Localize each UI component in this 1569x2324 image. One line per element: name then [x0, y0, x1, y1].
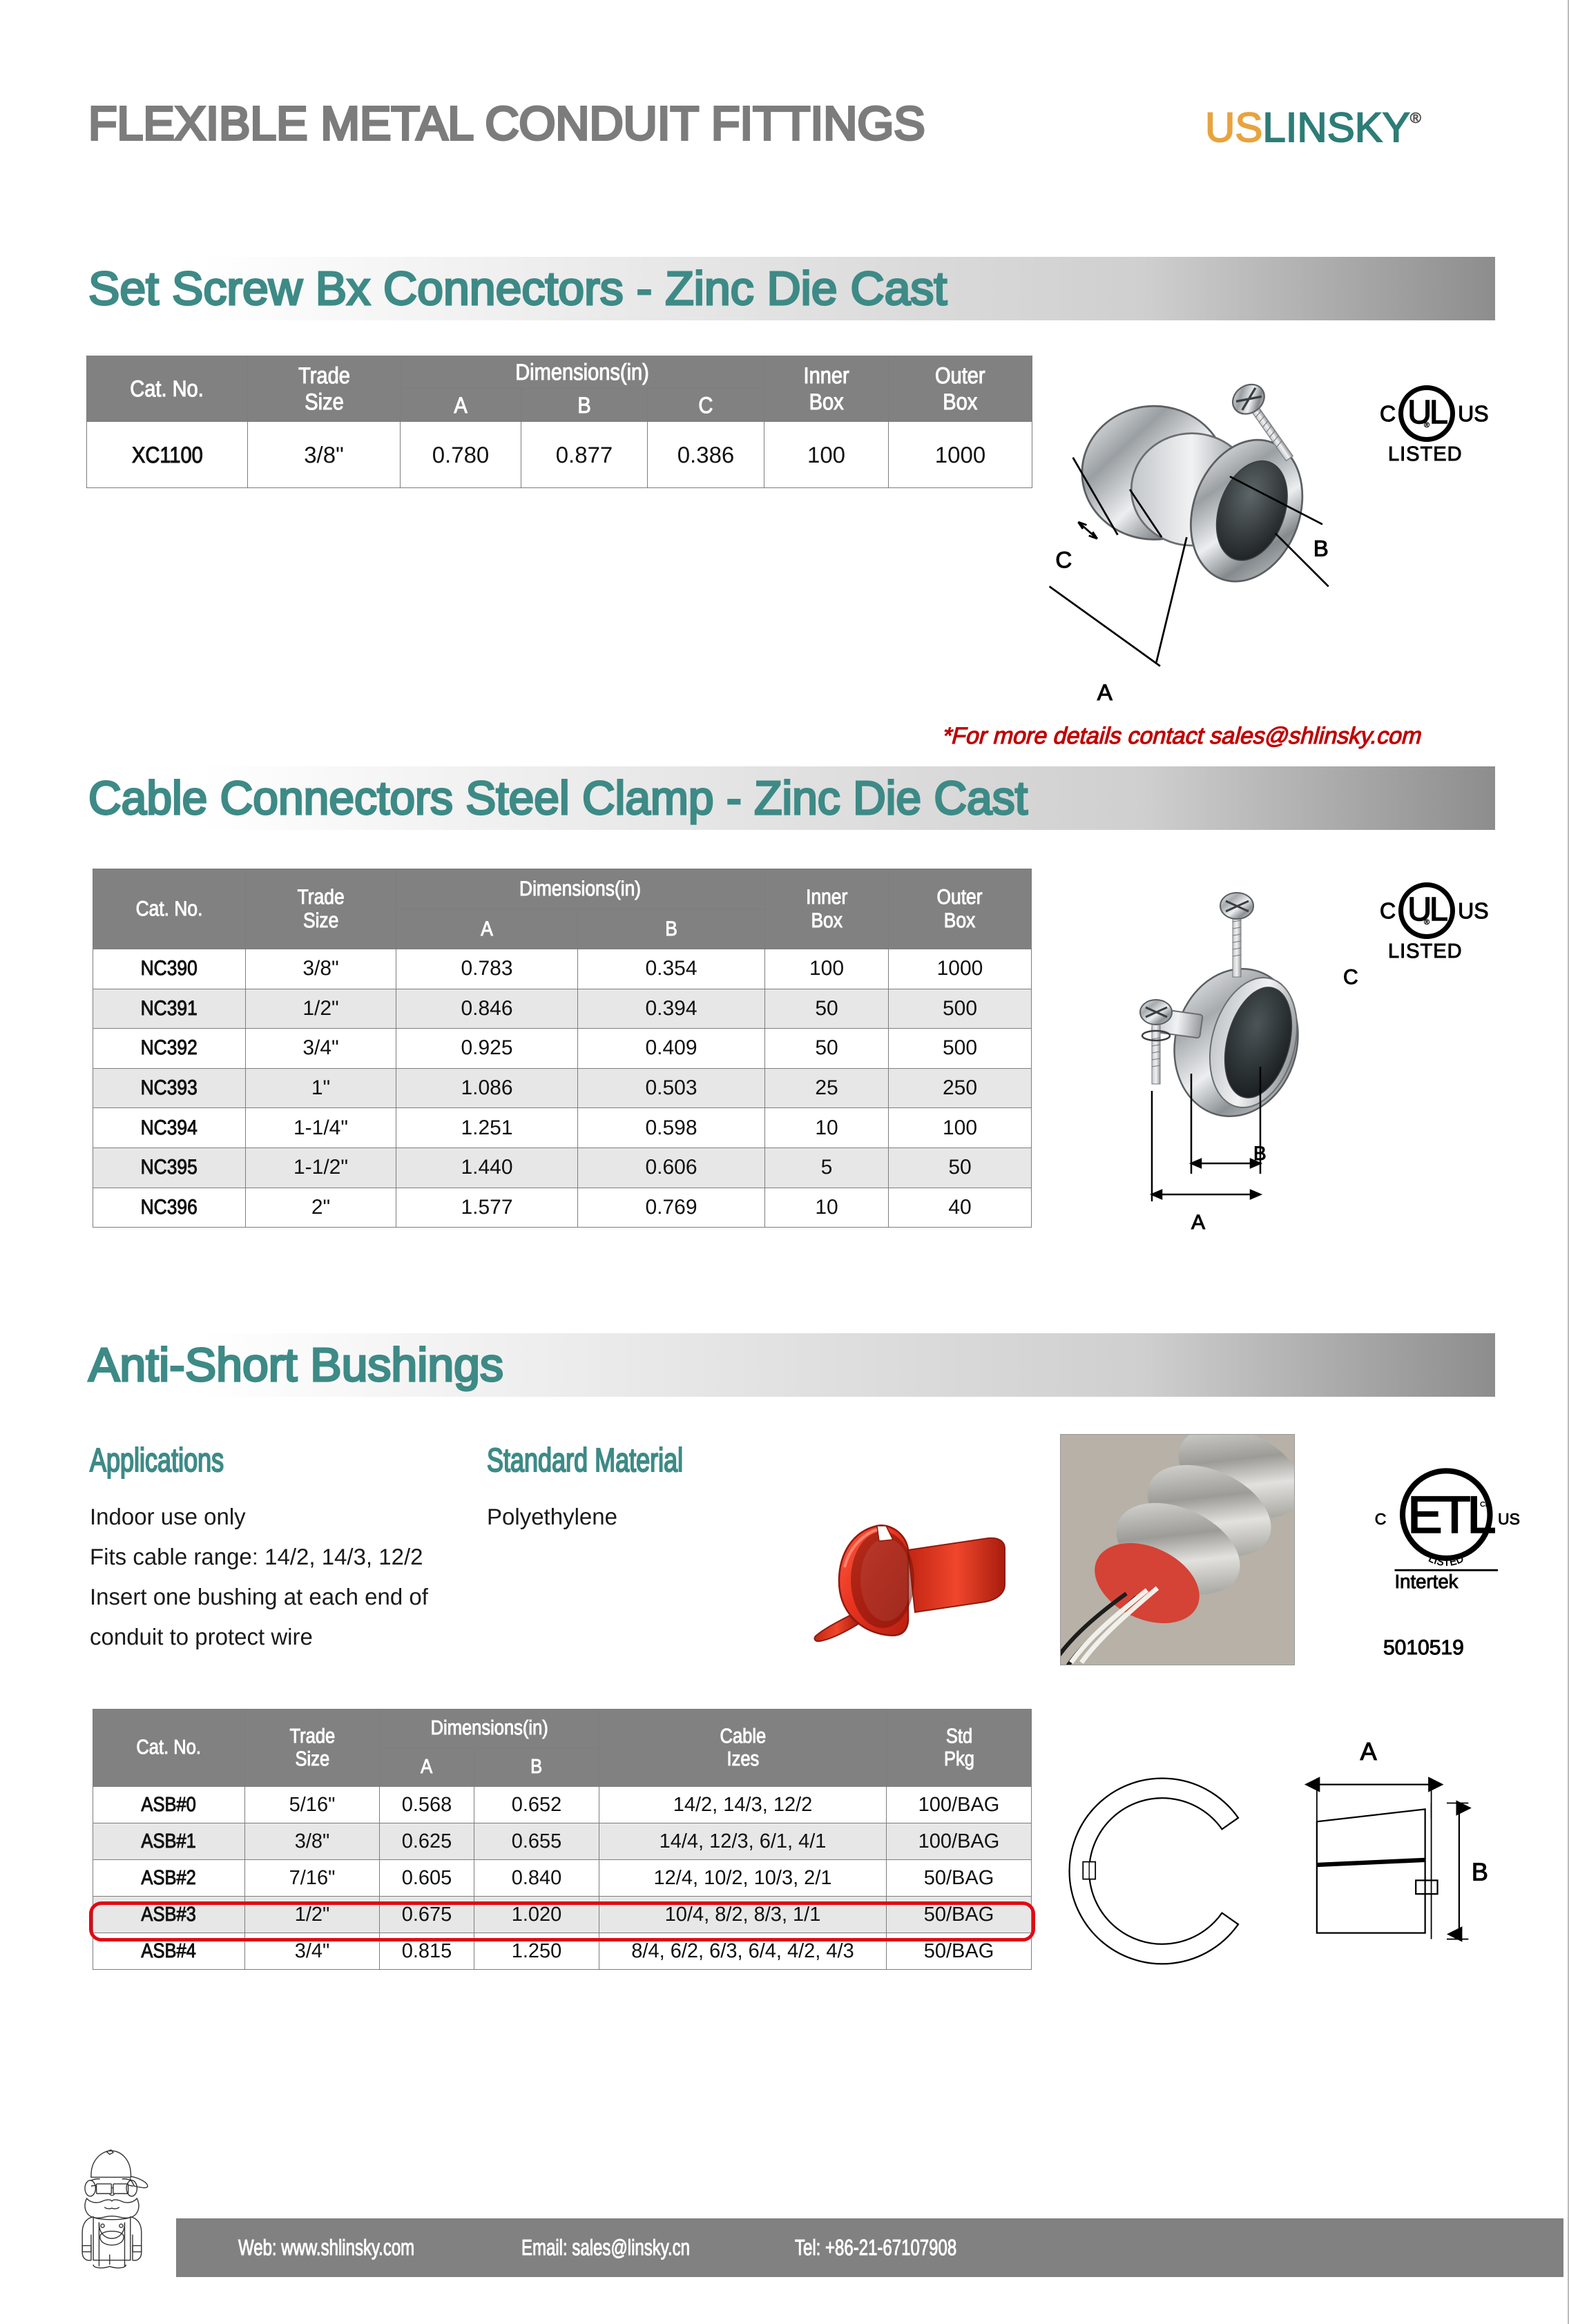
svg-text:A: A	[1191, 1211, 1206, 1234]
svg-text:B: B	[1253, 1143, 1267, 1164]
svg-text:LISTED: LISTED	[1427, 1553, 1466, 1569]
svg-text:C: C	[1343, 966, 1358, 989]
svg-text:CM: CM	[1480, 1501, 1491, 1509]
svg-text:ETL: ETL	[1407, 1486, 1495, 1544]
svg-text:A: A	[1360, 1738, 1378, 1765]
svg-text:US: US	[1498, 1510, 1520, 1528]
svg-text:B: B	[1313, 535, 1329, 561]
svg-text:C: C	[1375, 1510, 1387, 1528]
svg-text:C: C	[1055, 547, 1072, 572]
svg-text:A: A	[1097, 679, 1113, 705]
svg-text:B: B	[1472, 1858, 1488, 1886]
svg-text:Intertek: Intertek	[1395, 1571, 1459, 1592]
